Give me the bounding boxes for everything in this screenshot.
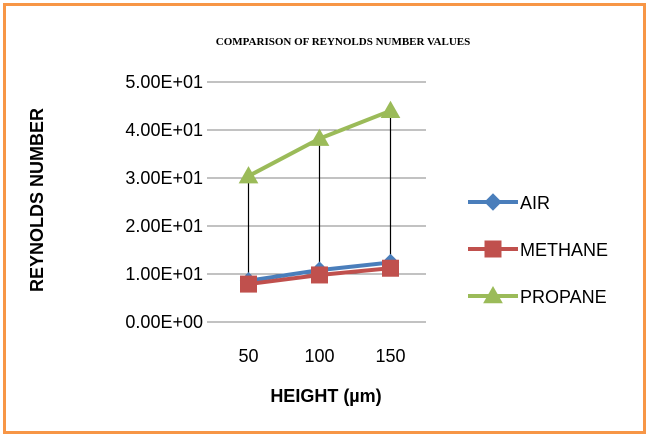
- data-point-methane: [240, 275, 257, 293]
- y-tick-labels: 0.00E+00 1.00E+01 2.00E+01 3.00E+01 4.00E+01…: [125, 72, 203, 332]
- legend-marker-methane: [484, 240, 502, 258]
- x-tick-label: 50: [238, 346, 258, 366]
- legend-label-propane: PROPANE: [520, 287, 607, 307]
- data-point-propane: [309, 128, 330, 146]
- legend-label-air: AIR: [520, 193, 550, 213]
- y-tick-label: 5.00E+01: [125, 72, 203, 92]
- data-point-propane: [238, 166, 259, 184]
- x-tick-labels: 50 100 150: [238, 346, 405, 366]
- x-axis-title: HEIGHT (µm): [270, 386, 381, 406]
- series-group: [238, 100, 401, 293]
- drop-lines: [247, 110, 392, 285]
- data-point-propane: [380, 100, 401, 119]
- x-tick-label: 150: [375, 346, 405, 366]
- legend-marker-propane: [483, 285, 503, 304]
- legend-label-methane: METHANE: [520, 240, 608, 260]
- legend-marker-air: [484, 193, 502, 211]
- y-tick-label: 3.00E+01: [125, 168, 203, 188]
- y-tick-label: 2.00E+01: [125, 216, 203, 236]
- x-tick-label: 100: [304, 346, 334, 366]
- chart-title: COMPARISON OF REYNOLDS NUMBER VALUES: [216, 36, 470, 48]
- y-tick-label: 0.00E+00: [125, 312, 203, 332]
- data-point-methane: [311, 266, 328, 284]
- data-point-methane: [382, 259, 399, 277]
- y-tick-label: 4.00E+01: [125, 120, 203, 140]
- y-axis-title: REYNOLDS NUMBER: [27, 108, 47, 292]
- y-tick-label: 1.00E+01: [125, 264, 203, 284]
- chart-frame: [3, 3, 646, 434]
- legend: AIR METHANE PROPANE: [468, 193, 608, 307]
